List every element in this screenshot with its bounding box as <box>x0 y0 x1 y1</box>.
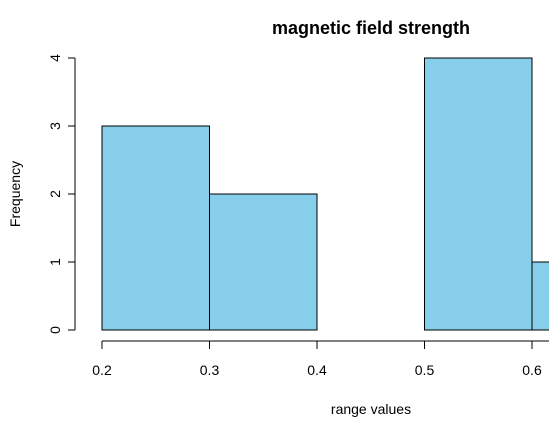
y-tick-label-1: 1 <box>47 258 63 266</box>
y-tick-label-2: 2 <box>47 190 63 198</box>
x-tick-label-0: 0.2 <box>92 362 112 378</box>
y-axis-label: Frequency <box>7 161 23 227</box>
x-tick-label-3: 0.5 <box>415 362 435 378</box>
chart-title: magnetic field strength <box>272 18 470 38</box>
x-axis-label: range values <box>331 401 411 417</box>
x-tick-label-4: 0.6 <box>522 362 542 378</box>
y-tick-label-3: 3 <box>47 122 63 130</box>
histogram-bar-1 <box>209 193 318 331</box>
y-tick-label-4: 4 <box>47 54 63 62</box>
x-tick-label-1: 0.3 <box>200 362 220 378</box>
bars-group <box>101 57 549 331</box>
histogram-bar-0 <box>101 125 210 331</box>
x-axis: 0.2 0.3 0.4 0.5 0.6 <box>92 340 549 378</box>
histogram-bar-4 <box>531 261 549 331</box>
y-axis: 0 1 2 3 4 <box>47 54 76 334</box>
x-tick-label-2: 0.4 <box>307 362 327 378</box>
histogram-bar-3 <box>424 57 533 331</box>
y-tick-label-0: 0 <box>47 326 63 334</box>
